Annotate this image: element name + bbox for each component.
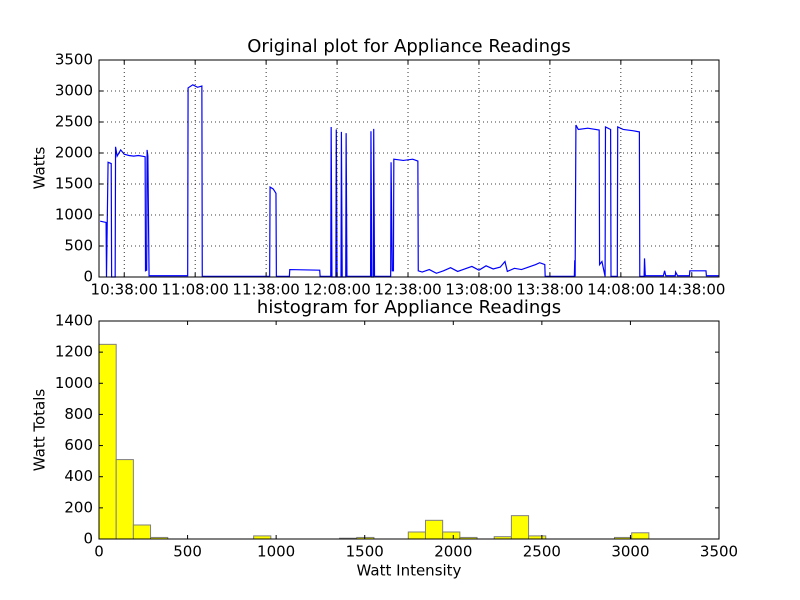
- histogram-bar: [424, 519, 444, 540]
- x-axis-label: Watt Intensity: [357, 562, 462, 580]
- plot-area: [99, 60, 719, 277]
- x-tick-label: 13:08:00: [445, 281, 512, 299]
- x-tick-label: 10:38:00: [91, 281, 158, 299]
- y-axis-label: Watt Totals: [31, 389, 49, 472]
- plot-area: [99, 321, 719, 539]
- histogram-bar: [442, 531, 461, 540]
- y-tick-label: 200: [64, 498, 93, 516]
- histogram-bar: [631, 532, 650, 540]
- x-tick-label: 1000: [257, 543, 295, 561]
- x-tick-label: 12:08:00: [303, 281, 370, 299]
- histogram-bar: [98, 343, 117, 540]
- x-tick-label: 2500: [523, 543, 561, 561]
- x-tick-label: 0: [94, 543, 104, 561]
- y-axis-label: Watts: [31, 147, 49, 190]
- y-tick-label: 1200: [55, 343, 93, 361]
- x-tick-label: 1500: [346, 543, 384, 561]
- axes-frame: [98, 320, 720, 540]
- data-line: [100, 84, 719, 278]
- y-tick-label: 2500: [55, 113, 93, 131]
- y-tick-label: 3500: [55, 51, 93, 69]
- histogram-bar: [510, 515, 530, 540]
- x-tick-label: 11:08:00: [161, 281, 228, 299]
- histogram-bar: [115, 459, 134, 540]
- y-tick-label: 3000: [55, 82, 93, 100]
- x-tick-label: 3500: [700, 543, 738, 561]
- axes-frame: [98, 59, 720, 278]
- x-tick-label: 14:38:00: [658, 281, 725, 299]
- y-tick-label: 1500: [55, 175, 93, 193]
- y-tick-label: 600: [64, 436, 93, 454]
- x-tick-label: 3000: [611, 543, 649, 561]
- chart-title: Original plot for Appliance Readings: [247, 36, 571, 57]
- y-tick-label: 1000: [55, 206, 93, 224]
- x-tick-label: 13:38:00: [516, 281, 583, 299]
- x-tick-label: 12:38:00: [374, 281, 441, 299]
- y-tick-label: 0: [83, 530, 93, 548]
- histogram-bar: [407, 531, 426, 540]
- x-tick-label: 2000: [434, 543, 472, 561]
- y-tick-label: 1400: [55, 312, 93, 330]
- y-tick-label: 400: [64, 467, 93, 485]
- x-tick-label: 11:38:00: [232, 281, 299, 299]
- x-tick-label: 14:08:00: [587, 281, 654, 299]
- x-tick-label: 500: [173, 543, 202, 561]
- y-tick-label: 500: [64, 237, 93, 255]
- y-tick-label: 0: [83, 268, 93, 286]
- y-tick-label: 800: [64, 405, 93, 423]
- y-tick-label: 1000: [55, 374, 93, 392]
- chart-title: histogram for Appliance Readings: [257, 297, 561, 318]
- histogram-bar: [132, 524, 152, 540]
- y-tick-label: 2000: [55, 144, 93, 162]
